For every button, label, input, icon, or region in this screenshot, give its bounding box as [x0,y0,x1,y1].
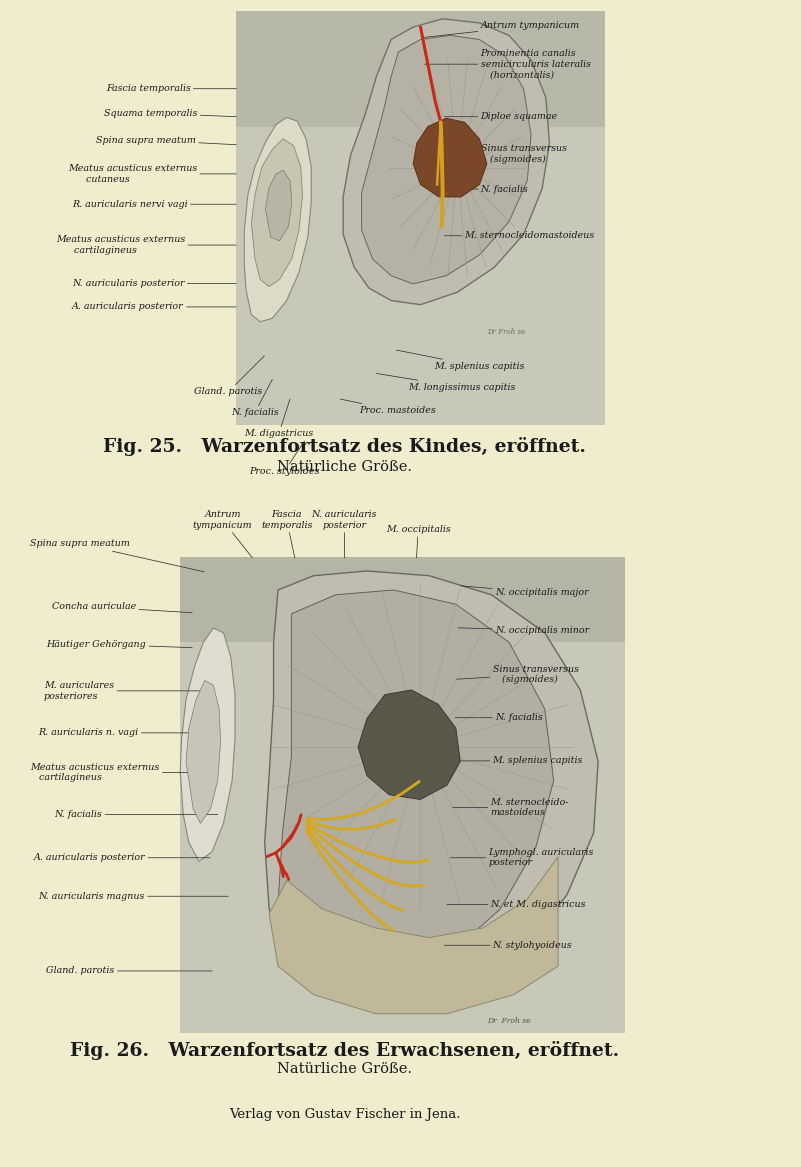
Text: N. auricularis
posterior: N. auricularis posterior [312,510,377,558]
Text: Dr  Froh se: Dr Froh se [487,1018,530,1026]
Text: Concha auriculae: Concha auriculae [52,602,192,613]
Text: N. et M. digastricus: N. et M. digastricus [447,900,586,909]
Text: Spina supra meatum: Spina supra meatum [96,135,236,145]
Text: N. stylohyoideus: N. stylohyoideus [445,941,572,950]
Text: N. auricularis posterior: N. auricularis posterior [72,279,236,288]
Text: R. auricularis nervi vagi: R. auricularis nervi vagi [72,200,236,209]
Polygon shape [265,170,292,240]
Polygon shape [269,857,558,1014]
Text: Diploe squamae: Diploe squamae [445,112,557,121]
Text: Meatus acusticus externus
   cartilagineus: Meatus acusticus externus cartilagineus [30,763,207,782]
Text: Antrum
tympanicum: Antrum tympanicum [193,510,252,558]
Text: N. occipitalis minor: N. occipitalis minor [458,626,590,635]
Text: M. sternocleido-
mastoideus: M. sternocleido- mastoideus [453,798,569,817]
Text: N. facialis: N. facialis [455,713,543,722]
Polygon shape [264,571,598,1005]
Text: Gland. parotis: Gland. parotis [46,966,212,976]
Text: N. auricularis magnus: N. auricularis magnus [38,892,228,901]
Text: Natürliche Größe.: Natürliche Größe. [277,1062,412,1076]
Polygon shape [361,35,531,284]
Text: Squama temporalis: Squama temporalis [104,109,236,118]
Text: Dr Froh se: Dr Froh se [487,328,525,336]
Polygon shape [252,139,303,287]
Text: M. longissimus capitis: M. longissimus capitis [376,373,516,392]
Text: M. occipitalis: M. occipitalis [386,525,450,558]
Polygon shape [180,628,235,861]
Text: Natürliche Größe.: Natürliche Größe. [277,460,412,474]
Text: Lymphogl. auricularis
posterior: Lymphogl. auricularis posterior [450,848,594,867]
Text: Meatus acusticus externus
      cartilagineus: Meatus acusticus externus cartilagineus [56,236,236,254]
Polygon shape [186,680,220,823]
Text: M. splenius capitis: M. splenius capitis [396,350,525,371]
Text: Fascia temporalis: Fascia temporalis [106,84,236,93]
Polygon shape [244,118,312,322]
Text: A. auricularis posterior: A. auricularis posterior [34,853,210,862]
Polygon shape [413,118,487,197]
Text: Häutiger Gehörgang: Häutiger Gehörgang [46,640,192,649]
Bar [180,557,625,642]
Text: M. sternocleidomastoideus: M. sternocleidomastoideus [445,231,595,240]
Text: M. digastricus: M. digastricus [244,399,313,439]
Text: Fascia
temporalis: Fascia temporalis [261,510,312,558]
Text: Verlag von Gustav Fischer in Jena.: Verlag von Gustav Fischer in Jena. [228,1107,461,1121]
Text: R. auricularis n. vagi: R. auricularis n. vagi [38,728,220,738]
Bar [180,557,625,1033]
Text: Fig. 26.   Warzenfortsatz des Erwachsenen, eröffnet.: Fig. 26. Warzenfortsatz des Erwachsenen,… [70,1041,619,1060]
Text: M. splenius capitis: M. splenius capitis [455,756,583,766]
Polygon shape [278,591,553,985]
Text: Proc. mastoides: Proc. mastoides [340,399,436,415]
Text: Sinus transversus
   (sigmoides): Sinus transversus (sigmoides) [457,665,578,684]
Text: Antrum tympanicum: Antrum tympanicum [425,21,580,37]
Text: A. auricularis posterior: A. auricularis posterior [72,302,236,312]
Text: M. auriculares
posteriores: M. auriculares posteriores [44,682,210,700]
Text: N. facialis: N. facialis [231,379,279,418]
Text: Gland. parotis: Gland. parotis [194,356,264,397]
Text: Proc. styloides: Proc. styloides [249,441,320,476]
Text: N. facialis: N. facialis [442,184,529,194]
Text: Spina supra meatum: Spina supra meatum [30,539,204,572]
Text: Meatus acusticus externus
      cutaneus: Meatus acusticus externus cutaneus [68,165,236,183]
Text: N. occipitalis major: N. occipitalis major [461,586,589,598]
Text: Sinus transversus
   (sigmoides): Sinus transversus (sigmoides) [445,145,566,163]
Polygon shape [358,690,461,799]
Text: Fig. 25.   Warzenfortsatz des Kindes, eröffnet.: Fig. 25. Warzenfortsatz des Kindes, eröf… [103,438,586,456]
Bar [236,11,605,126]
Bar [236,11,605,425]
Polygon shape [343,19,549,305]
Text: Prominentia canalis
semicircularis lateralis
   (horizontalis): Prominentia canalis semicircularis later… [425,49,590,79]
Text: N. facialis: N. facialis [54,810,218,819]
